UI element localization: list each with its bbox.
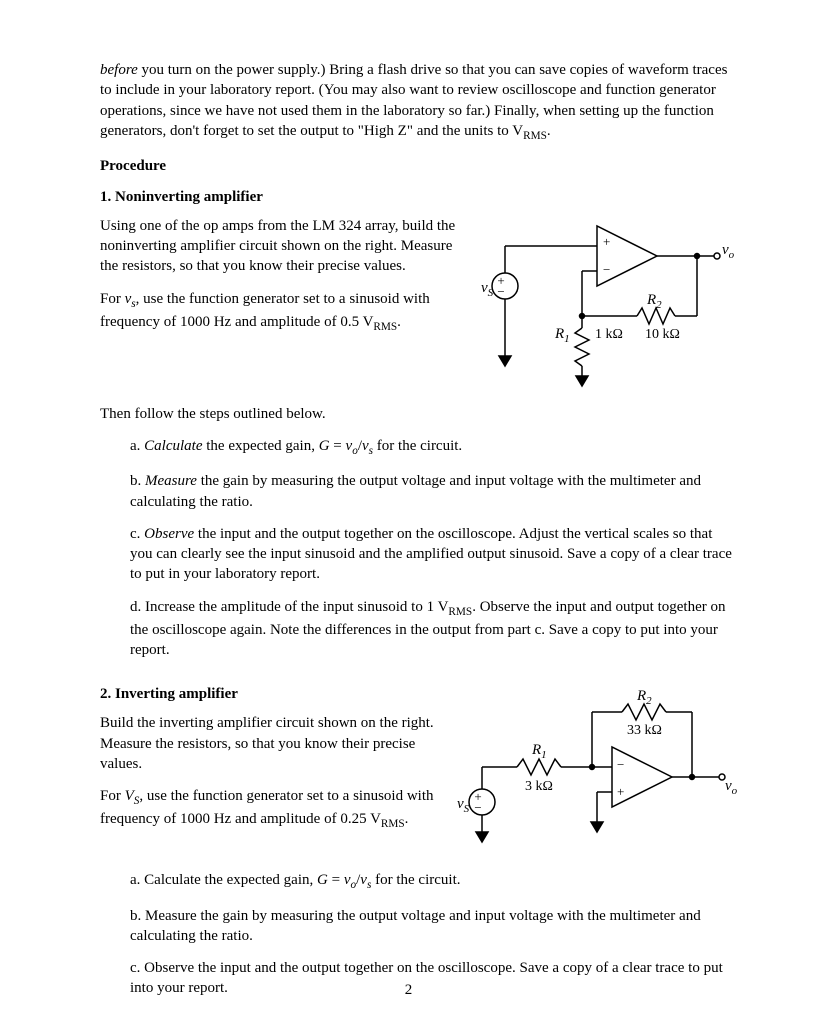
svg-text:−: −	[474, 800, 481, 815]
c2-vs-sub: S	[464, 803, 470, 815]
s1c-obs: Observe	[144, 526, 194, 542]
c2-R2: R	[636, 688, 646, 704]
intro-before: before	[100, 62, 138, 78]
section2-text: 2. Inverting amplifier Build the inverti…	[100, 672, 447, 844]
s2a-eq: =	[328, 872, 344, 888]
s2a-vs: v	[360, 872, 367, 888]
noninverting-circuit: vS + − + − vo R2 10 kΩ R1 1 kΩ	[467, 216, 737, 396]
c1-R2-val: 10 kΩ	[645, 327, 680, 342]
s2-step-a: a. Calculate the expected gain, G = vo/v…	[130, 870, 737, 893]
intro-period: .	[547, 123, 551, 139]
s2a-vo: v	[344, 872, 351, 888]
s1a-label: a.	[130, 438, 140, 454]
section2-title: 2. Inverting amplifier	[100, 686, 437, 703]
c1-plus: +	[603, 234, 610, 249]
s1d-rms: RMS	[448, 606, 472, 618]
s1-step-a: a. Calculate the expected gain, G = vo/v…	[130, 436, 737, 459]
c1-R1: R	[554, 326, 564, 342]
section1-text: Using one of the op amps from the LM 324…	[100, 216, 467, 347]
c2-R1-val: 3 kΩ	[525, 779, 553, 794]
c2-R1-sub: 1	[541, 749, 547, 761]
c2-R1: R	[531, 742, 541, 758]
c1-vs-sub: S	[488, 287, 494, 299]
section1-title: 1. Noninverting amplifier	[100, 189, 737, 206]
svg-text:R1: R1	[554, 326, 570, 345]
s1c-label: c.	[130, 526, 140, 542]
s2c-label: c.	[130, 960, 140, 976]
s2a-t1: Calculate the expected gain,	[144, 872, 317, 888]
section2-p1: Build the inverting amplifier circuit sh…	[100, 713, 437, 774]
s2a-G: G	[317, 872, 328, 888]
section1-p1: Using one of the op amps from the LM 324…	[100, 216, 457, 277]
c1-vo-sub: o	[729, 249, 735, 261]
s2-p2a: For	[100, 788, 125, 804]
s1b-label: b.	[130, 473, 141, 489]
s2a-t2: for the circuit.	[371, 872, 460, 888]
s1a-calc: Calculate	[144, 438, 202, 454]
svg-text:vo: vo	[722, 242, 735, 261]
s1b-text: the gain by measuring the output voltage…	[130, 473, 701, 509]
s1a-r1: the expected gain,	[203, 438, 319, 454]
section2-p2: For VS, use the function generator set t…	[100, 786, 437, 832]
intro-rest: you turn on the power supply.) Bring a f…	[100, 62, 727, 139]
section1-p3: Then follow the steps outlined below.	[100, 404, 737, 424]
svg-text:−: −	[497, 284, 504, 299]
section1-p2: For vs, use the function generator set t…	[100, 289, 457, 335]
c2-R2-val: 33 kΩ	[627, 723, 662, 738]
s2-step-b: b. Measure the gain by measuring the out…	[130, 906, 737, 947]
section2-row: 2. Inverting amplifier Build the inverti…	[100, 672, 737, 862]
c2-vo-sub: o	[732, 785, 737, 797]
s2b-label: b.	[130, 908, 141, 924]
c1-minus: −	[603, 262, 610, 277]
section2-steps: a. Calculate the expected gain, G = vo/v…	[130, 870, 737, 998]
s1b-meas: Measure	[145, 473, 197, 489]
c1-R2-sub: 2	[656, 299, 662, 311]
s1-step-d: d. Increase the amplitude of the input s…	[130, 597, 737, 661]
section1-row: Using one of the op amps from the LM 324…	[100, 216, 737, 396]
s1a-G: G	[319, 438, 330, 454]
procedure-heading: Procedure	[100, 158, 737, 175]
intro-paragraph: before you turn on the power supply.) Br…	[100, 60, 737, 144]
s2-Vs: V	[125, 788, 134, 804]
page-number: 2	[0, 982, 817, 999]
s1-step-b: b. Measure the gain by measuring the out…	[130, 471, 737, 512]
c1-R1-val: 1 kΩ	[595, 327, 623, 342]
svg-text:vS: vS	[457, 796, 470, 815]
s1a-vs: v	[362, 438, 369, 454]
c1-R1-sub: 1	[564, 333, 570, 345]
s1a-r2: for the circuit.	[373, 438, 462, 454]
s1a-eq: =	[330, 438, 346, 454]
svg-text:R2: R2	[646, 292, 662, 311]
s1-p2-rms: RMS	[373, 321, 397, 333]
s2a-label: a.	[130, 872, 140, 888]
s1c-text: the input and the output together on the…	[130, 526, 732, 583]
inverting-circuit: vS + − − + R1 3 kΩ R2 33 kΩ vo	[447, 672, 737, 862]
intro-rms: RMS	[523, 130, 547, 142]
s1-p2a: For	[100, 291, 125, 307]
svg-text:vo: vo	[725, 778, 737, 797]
s1d-text1: Increase the amplitude of the input sinu…	[145, 599, 448, 615]
c2-minus: −	[617, 757, 624, 772]
page: before you turn on the power supply.) Br…	[0, 0, 817, 1029]
s2b-text: Measure the gain by measuring the output…	[130, 908, 701, 944]
c1-R2: R	[646, 292, 656, 308]
c2-R2-sub: 2	[646, 695, 652, 707]
s1-p2-period: .	[397, 314, 401, 330]
s2-p2-rms: RMS	[381, 818, 405, 830]
s2-p2-period: .	[405, 811, 409, 827]
s1-step-c: c. Observe the input and the output toge…	[130, 524, 737, 585]
c2-plus: +	[617, 784, 624, 799]
section1-steps: a. Calculate the expected gain, G = vo/v…	[130, 436, 737, 660]
s1d-label: d.	[130, 599, 141, 615]
